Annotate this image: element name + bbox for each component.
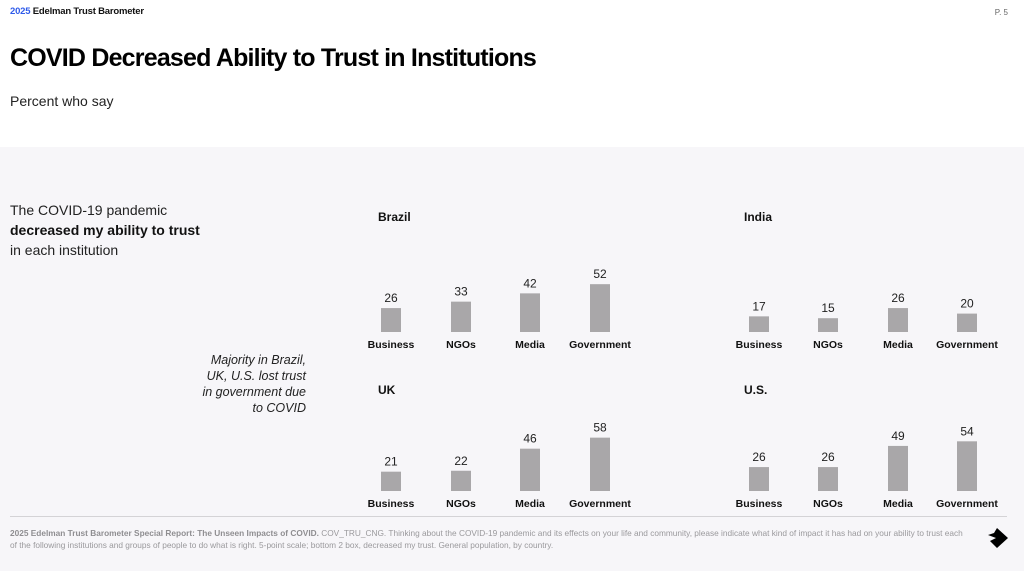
category-label-uk-business: Business (368, 498, 415, 510)
note-line: UK, U.S. lost trust (206, 369, 306, 383)
value-label-brazil-government: 52 (593, 267, 607, 281)
bar-india-government (957, 313, 977, 332)
bar-u-s-business (749, 467, 769, 491)
category-label-u-s-business: Business (736, 498, 783, 510)
category-label-india-media: Media (883, 339, 913, 351)
content-panel (0, 147, 1024, 571)
bar-brazil-government (590, 284, 610, 332)
bar-u-s-ngos (818, 467, 838, 491)
question-line-3: in each institution (10, 242, 119, 258)
bar-uk-media (520, 448, 540, 491)
arrow-right-icon (988, 528, 1008, 548)
brand-name: Edelman Trust Barometer (32, 6, 144, 17)
chart-title-brazil: Brazil (378, 210, 411, 224)
category-label-brazil-media: Media (515, 339, 545, 351)
bar-brazil-ngos (451, 301, 471, 332)
value-label-india-media: 26 (891, 291, 905, 305)
value-label-uk-government: 58 (593, 421, 607, 435)
value-label-india-government: 20 (960, 297, 974, 311)
chart-india: India 17 Business 15 NGOs 26 Media 20 Government (736, 210, 999, 351)
bar-brazil-media (520, 293, 540, 332)
brand-logo: 2025 Edelman Trust Barometer (10, 6, 144, 17)
chart-title-india: India (744, 210, 772, 224)
chart-brazil: Brazil 26 Business 33 NGOs 42 Media 52 Governmen… (368, 210, 632, 351)
category-label-uk-ngos: NGOs (446, 498, 476, 510)
callout-note: Majority in Brazil, UK, U.S. lost trust … (160, 352, 306, 416)
bar-uk-ngos (451, 470, 471, 491)
value-label-india-ngos: 15 (821, 301, 835, 315)
bar-india-ngos (818, 318, 838, 332)
category-label-uk-media: Media (515, 498, 545, 510)
category-label-india-ngos: NGOs (813, 339, 843, 351)
page-subtitle: Percent who say (10, 93, 114, 109)
question-line-2: decreased my ability to trust (10, 222, 200, 238)
chart-title-u-s: U.S. (744, 383, 767, 397)
value-label-india-business: 17 (752, 299, 766, 313)
value-label-brazil-ngos: 33 (454, 285, 468, 299)
category-label-brazil-government: Government (569, 339, 631, 351)
chart-title-uk: UK (378, 383, 396, 397)
question-line-1: The COVID-19 pandemic (10, 202, 168, 218)
footer-divider (10, 516, 1007, 517)
next-page-button[interactable] (987, 527, 1009, 549)
chart-u-s: U.S. 26 Business 26 NGOs 49 Media 54 Government (736, 383, 999, 510)
note-line: in government due (202, 385, 306, 399)
bar-uk-government (590, 437, 610, 491)
value-label-u-s-media: 49 (891, 429, 905, 443)
category-label-india-business: Business (736, 339, 783, 351)
value-label-uk-business: 21 (384, 455, 398, 469)
page-title: COVID Decreased Ability to Trust in Inst… (10, 44, 537, 72)
bar-india-media (888, 308, 908, 332)
bar-u-s-government (957, 441, 977, 491)
value-label-brazil-media: 42 (523, 276, 537, 290)
value-label-u-s-business: 26 (752, 450, 766, 464)
category-label-u-s-ngos: NGOs (813, 498, 843, 510)
chart-uk: UK 21 Business 22 NGOs 46 Media 58 Government (368, 383, 632, 510)
category-label-u-s-government: Government (936, 498, 998, 510)
value-label-u-s-government: 54 (960, 424, 974, 438)
page-number: P. 5 (994, 8, 1008, 17)
footnote-text: COV_TRU_CNG. Thinking about the COVID-19… (10, 528, 963, 550)
bar-brazil-business (381, 308, 401, 332)
footnote: 2025 Edelman Trust Barometer Special Rep… (10, 527, 965, 551)
category-label-india-government: Government (936, 339, 998, 351)
footnote-source: 2025 Edelman Trust Barometer Special Rep… (10, 528, 319, 538)
brand-year: 2025 (10, 6, 31, 17)
value-label-uk-ngos: 22 (454, 454, 468, 468)
value-label-brazil-business: 26 (384, 291, 398, 305)
category-label-u-s-media: Media (883, 498, 913, 510)
bar-u-s-media (888, 445, 908, 491)
category-label-brazil-business: Business (368, 339, 415, 351)
note-line: Majority in Brazil, (210, 353, 306, 367)
bar-uk-business (381, 471, 401, 491)
question-text: The COVID-19 pandemic decreased my abili… (10, 200, 200, 260)
category-label-brazil-ngos: NGOs (446, 339, 476, 351)
note-line: to COVID (252, 401, 307, 415)
value-label-uk-media: 46 (523, 432, 537, 446)
value-label-u-s-ngos: 26 (821, 450, 835, 464)
bar-india-business (749, 316, 769, 332)
category-label-uk-government: Government (569, 498, 631, 510)
